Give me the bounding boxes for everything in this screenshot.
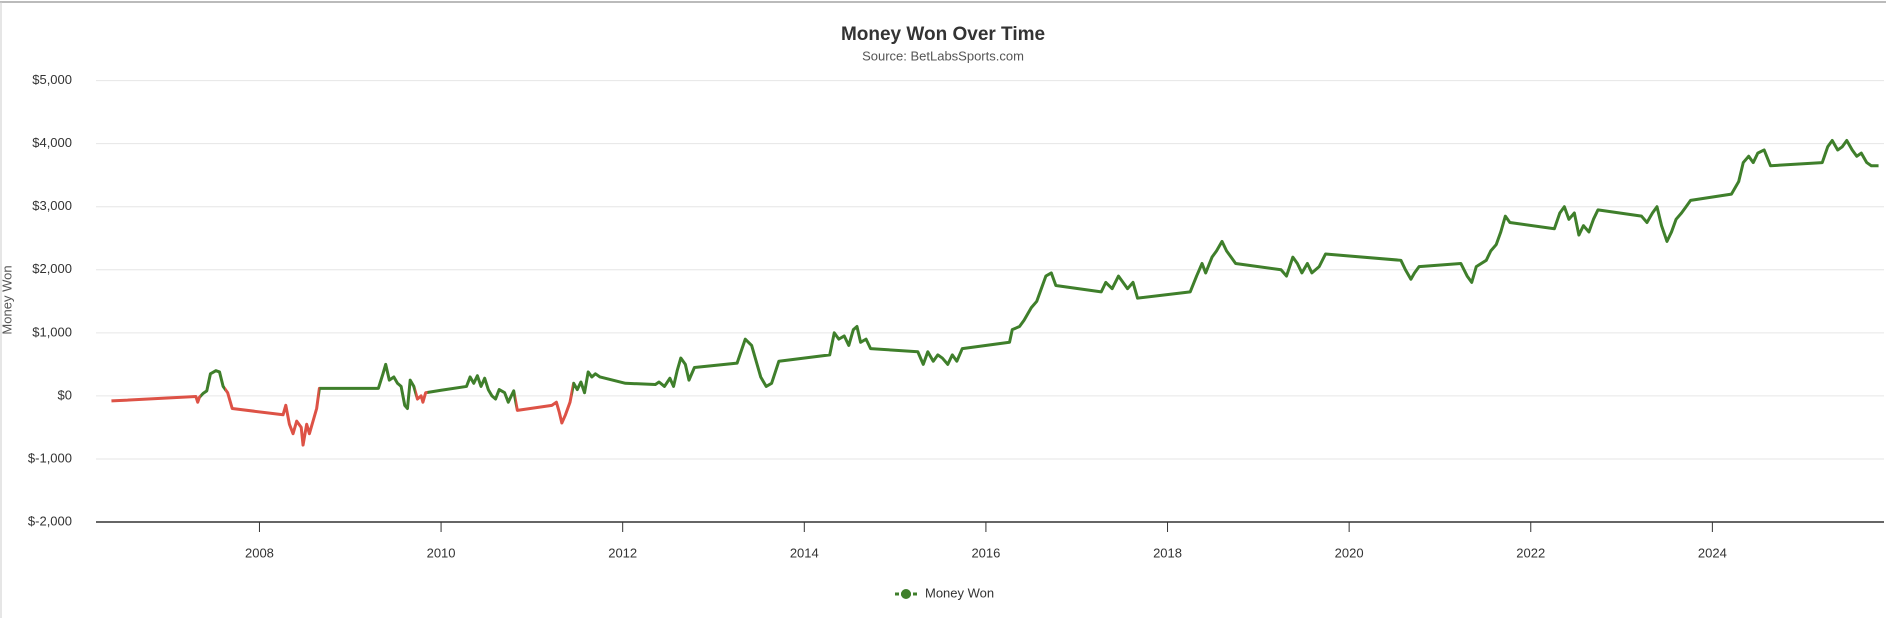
x-tick-label: 2022 [1516,545,1545,560]
x-tick-label: 2024 [1698,545,1727,560]
y-axis-title: Money Won [0,265,14,334]
x-tick-label: 2010 [427,545,456,560]
chart-title: Money Won Over Time [841,24,1045,45]
x-tick-label: 2016 [971,545,1000,560]
y-tick-label: $-2,000 [28,513,72,528]
x-tick-label: 2020 [1335,545,1364,560]
y-tick-label: $5,000 [32,72,72,87]
money-line [111,139,1879,447]
x-tick-label: 2014 [790,545,819,560]
legend-marker [901,589,911,599]
y-tick-label: $-1,000 [28,450,72,465]
x-tick-label: 2008 [245,545,274,560]
y-tick-label: $1,000 [32,324,72,339]
x-tick-label: 2012 [608,545,637,560]
y-tick-label: $2,000 [32,261,72,276]
x-tick-label: 2018 [1153,545,1182,560]
legend-label: Money Won [925,585,994,600]
y-tick-label: $0 [58,387,72,402]
y-tick-label: $3,000 [32,198,72,213]
y-tick-label: $4,000 [32,135,72,150]
chart-subtitle: Source: BetLabsSports.com [862,48,1024,63]
